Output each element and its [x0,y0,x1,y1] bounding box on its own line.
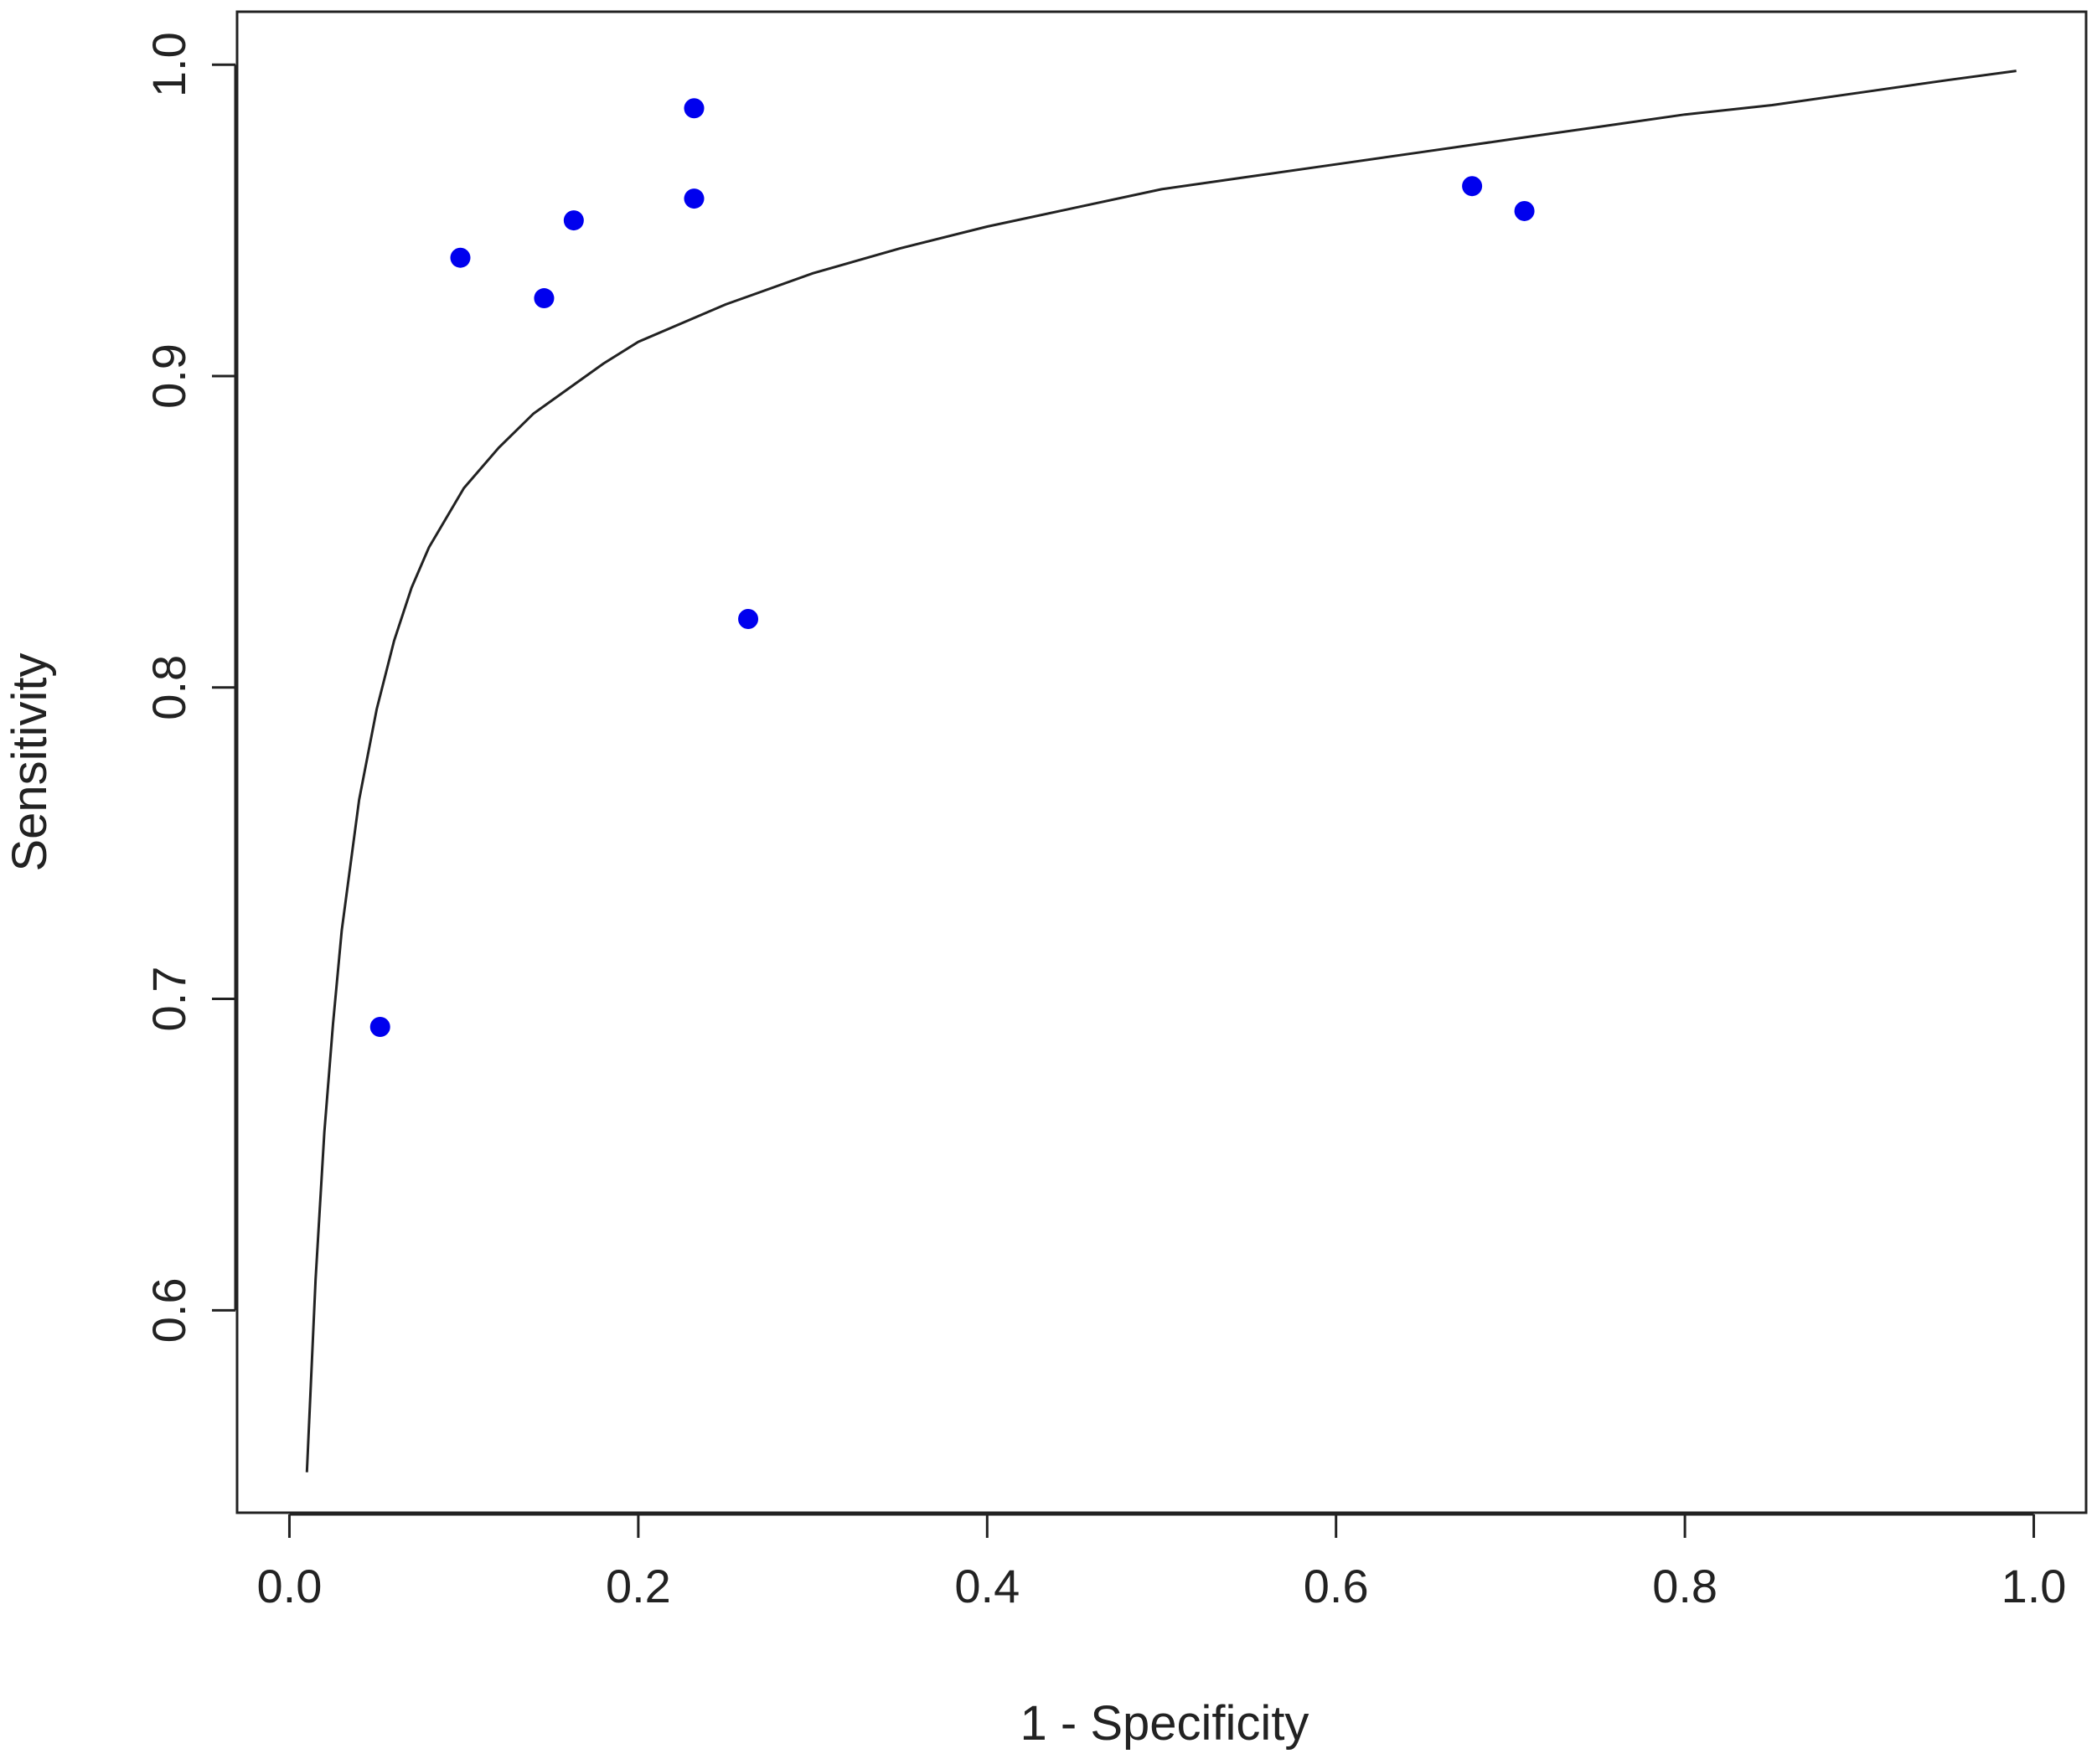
sroc-curve-layer [305,70,2017,1473]
data-point-8 [1462,176,1483,197]
data-points-layer [369,98,1535,1038]
x-tick-label: 0.2 [606,1560,671,1612]
x-tick-label: 1.0 [2001,1560,2067,1612]
y-tick-label: 0.6 [142,1277,195,1343]
x-tick-label: 0.0 [257,1560,323,1612]
data-point-9 [1514,200,1535,221]
data-point-1 [369,1017,390,1038]
y-axis-label: Sensitivity [3,652,57,871]
y-axis: 0.6 0.7 0.8 0.9 1.0 [142,32,237,1343]
data-point-2 [450,247,471,268]
data-point-4 [563,210,584,231]
plot-frame [235,10,2088,1514]
data-point-3 [534,288,555,309]
x-tick-label: 0.8 [1652,1560,1717,1612]
data-point-5 [684,98,705,119]
y-tick-label: 1.0 [142,32,195,97]
y-tick-label: 0.7 [142,967,195,1032]
data-point-6 [684,188,705,209]
y-tick-label: 0.8 [142,655,195,720]
y-tick-label: 0.9 [142,343,195,409]
x-tick-label: 0.4 [954,1560,1020,1612]
data-point-7 [738,608,759,629]
sroc-curve [305,70,2017,1473]
x-axis-label: 1 - Specificity [1020,1696,1309,1751]
x-axis: 0.0 0.2 0.4 0.6 0.8 1.0 [257,1513,2067,1612]
x-tick-label: 0.6 [1304,1560,1369,1612]
